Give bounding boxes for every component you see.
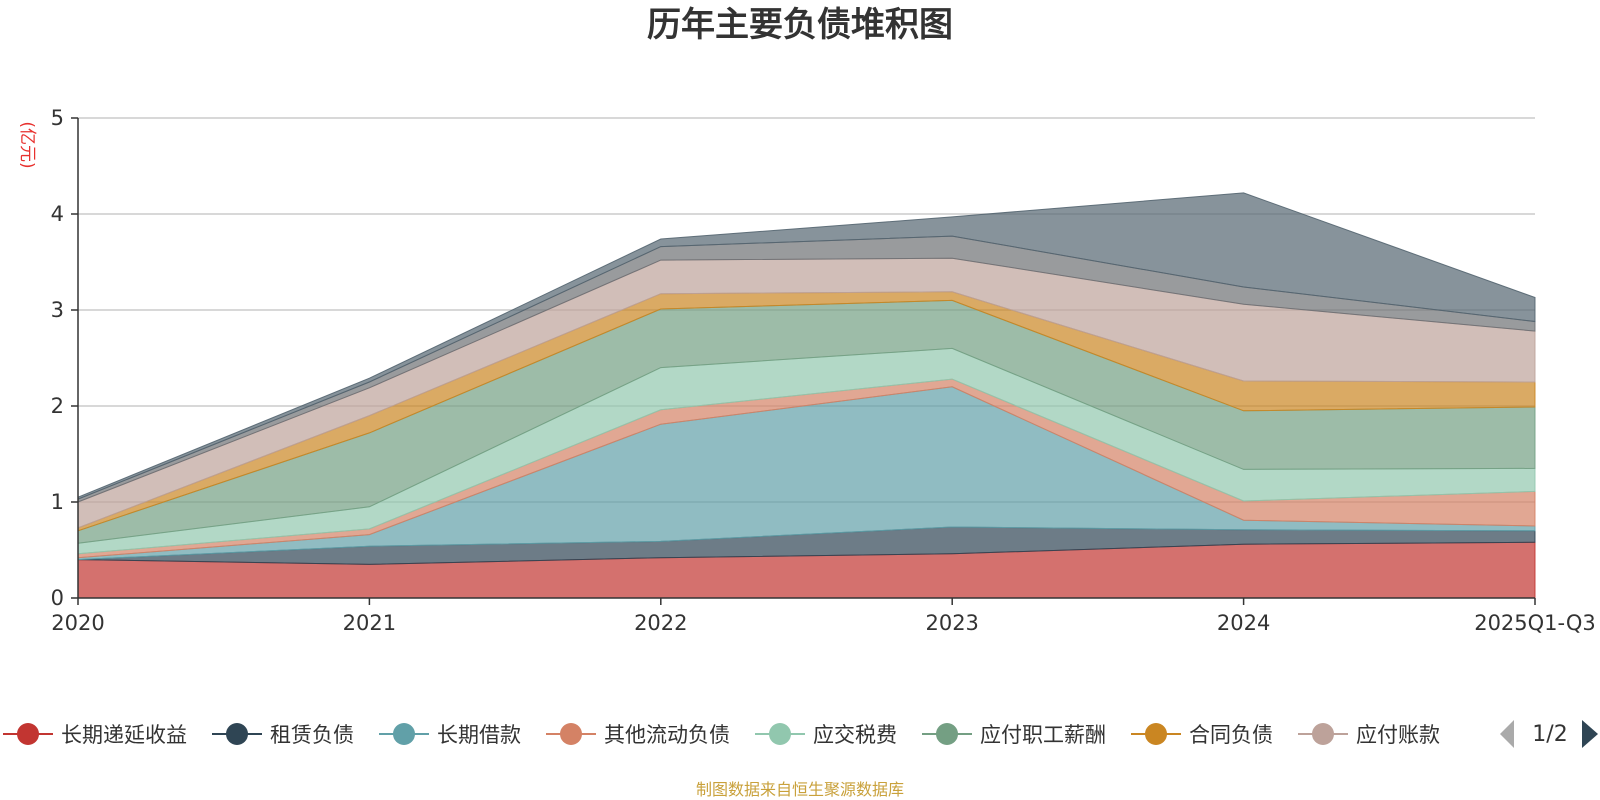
legend-item[interactable]: 长期递延收益 <box>3 723 187 747</box>
legend-label: 长期递延收益 <box>61 723 187 747</box>
legend-page-indicator: 1/2 <box>1532 722 1567 747</box>
legend-dot-marker <box>769 723 791 745</box>
area-series-group <box>77 192 1536 599</box>
x-tick-label: 2023 <box>925 611 978 635</box>
legend-next-arrow-icon[interactable] <box>1582 720 1598 748</box>
x-tick-label: 2022 <box>634 611 687 635</box>
data-source-footer: 制图数据来自恒生聚源数据库 <box>696 780 904 799</box>
legend-label: 应付职工薪酬 <box>980 723 1106 747</box>
axes <box>77 118 1535 599</box>
legend-item[interactable]: 应付职工薪酬 <box>922 723 1106 747</box>
legend-label: 应付账款 <box>1356 723 1440 747</box>
legend-label: 合同负债 <box>1189 723 1273 747</box>
legend-pager: 1/2 <box>1500 720 1598 748</box>
legend-prev-arrow-icon[interactable] <box>1500 720 1514 748</box>
legend-item[interactable]: 长期借款 <box>379 723 521 747</box>
legend-dot-marker <box>560 723 582 745</box>
legend-dot-marker <box>17 723 39 745</box>
legend-item[interactable]: 合同负债 <box>1131 723 1273 747</box>
y-tick-label: 3 <box>51 298 64 322</box>
legend-dot-marker <box>226 723 248 745</box>
legend-dot-marker <box>936 723 958 745</box>
y-tick-label: 0 <box>51 586 64 610</box>
area-series <box>77 192 1536 500</box>
x-tick-label: 2021 <box>343 611 396 635</box>
x-tick-label: 2020 <box>51 611 104 635</box>
chart-title: 历年主要负债堆积图 <box>647 5 953 45</box>
legend-label: 租赁负债 <box>270 723 354 747</box>
x-tick-labels: 2020 2021 2022 2023 2024 2025Q1-Q3 <box>51 598 1596 635</box>
y-tick-label: 4 <box>51 202 64 226</box>
legend-label: 长期借款 <box>437 723 521 747</box>
legend-dot-marker <box>1312 723 1334 745</box>
legend-item[interactable]: 应付账款 <box>1298 723 1440 747</box>
legend-dot-marker <box>393 723 415 745</box>
legend-item[interactable]: 其他流动负债 <box>546 723 730 747</box>
legend-item[interactable]: 租赁负债 <box>212 723 354 747</box>
y-axis-unit-label: (亿元) <box>17 121 37 168</box>
legend-label: 其他流动负债 <box>604 723 730 747</box>
y-tick-label: 2 <box>51 394 64 418</box>
y-tick-labels: 0 1 2 3 4 5 <box>51 106 78 610</box>
y-tick-label: 1 <box>51 490 64 514</box>
legend-dot-marker <box>1145 723 1167 745</box>
legend-label: 应交税费 <box>813 723 897 747</box>
legend[interactable]: 长期递延收益 租赁负债 长期借款 其他流动负债 应交税费 应付职工薪酬 合同负债 应付账款 <box>3 723 1440 747</box>
y-tick-label: 5 <box>51 106 64 130</box>
x-tick-label: 2024 <box>1217 611 1270 635</box>
x-tick-label: 2025Q1-Q3 <box>1474 611 1596 635</box>
legend-item[interactable]: 应交税费 <box>755 723 897 747</box>
